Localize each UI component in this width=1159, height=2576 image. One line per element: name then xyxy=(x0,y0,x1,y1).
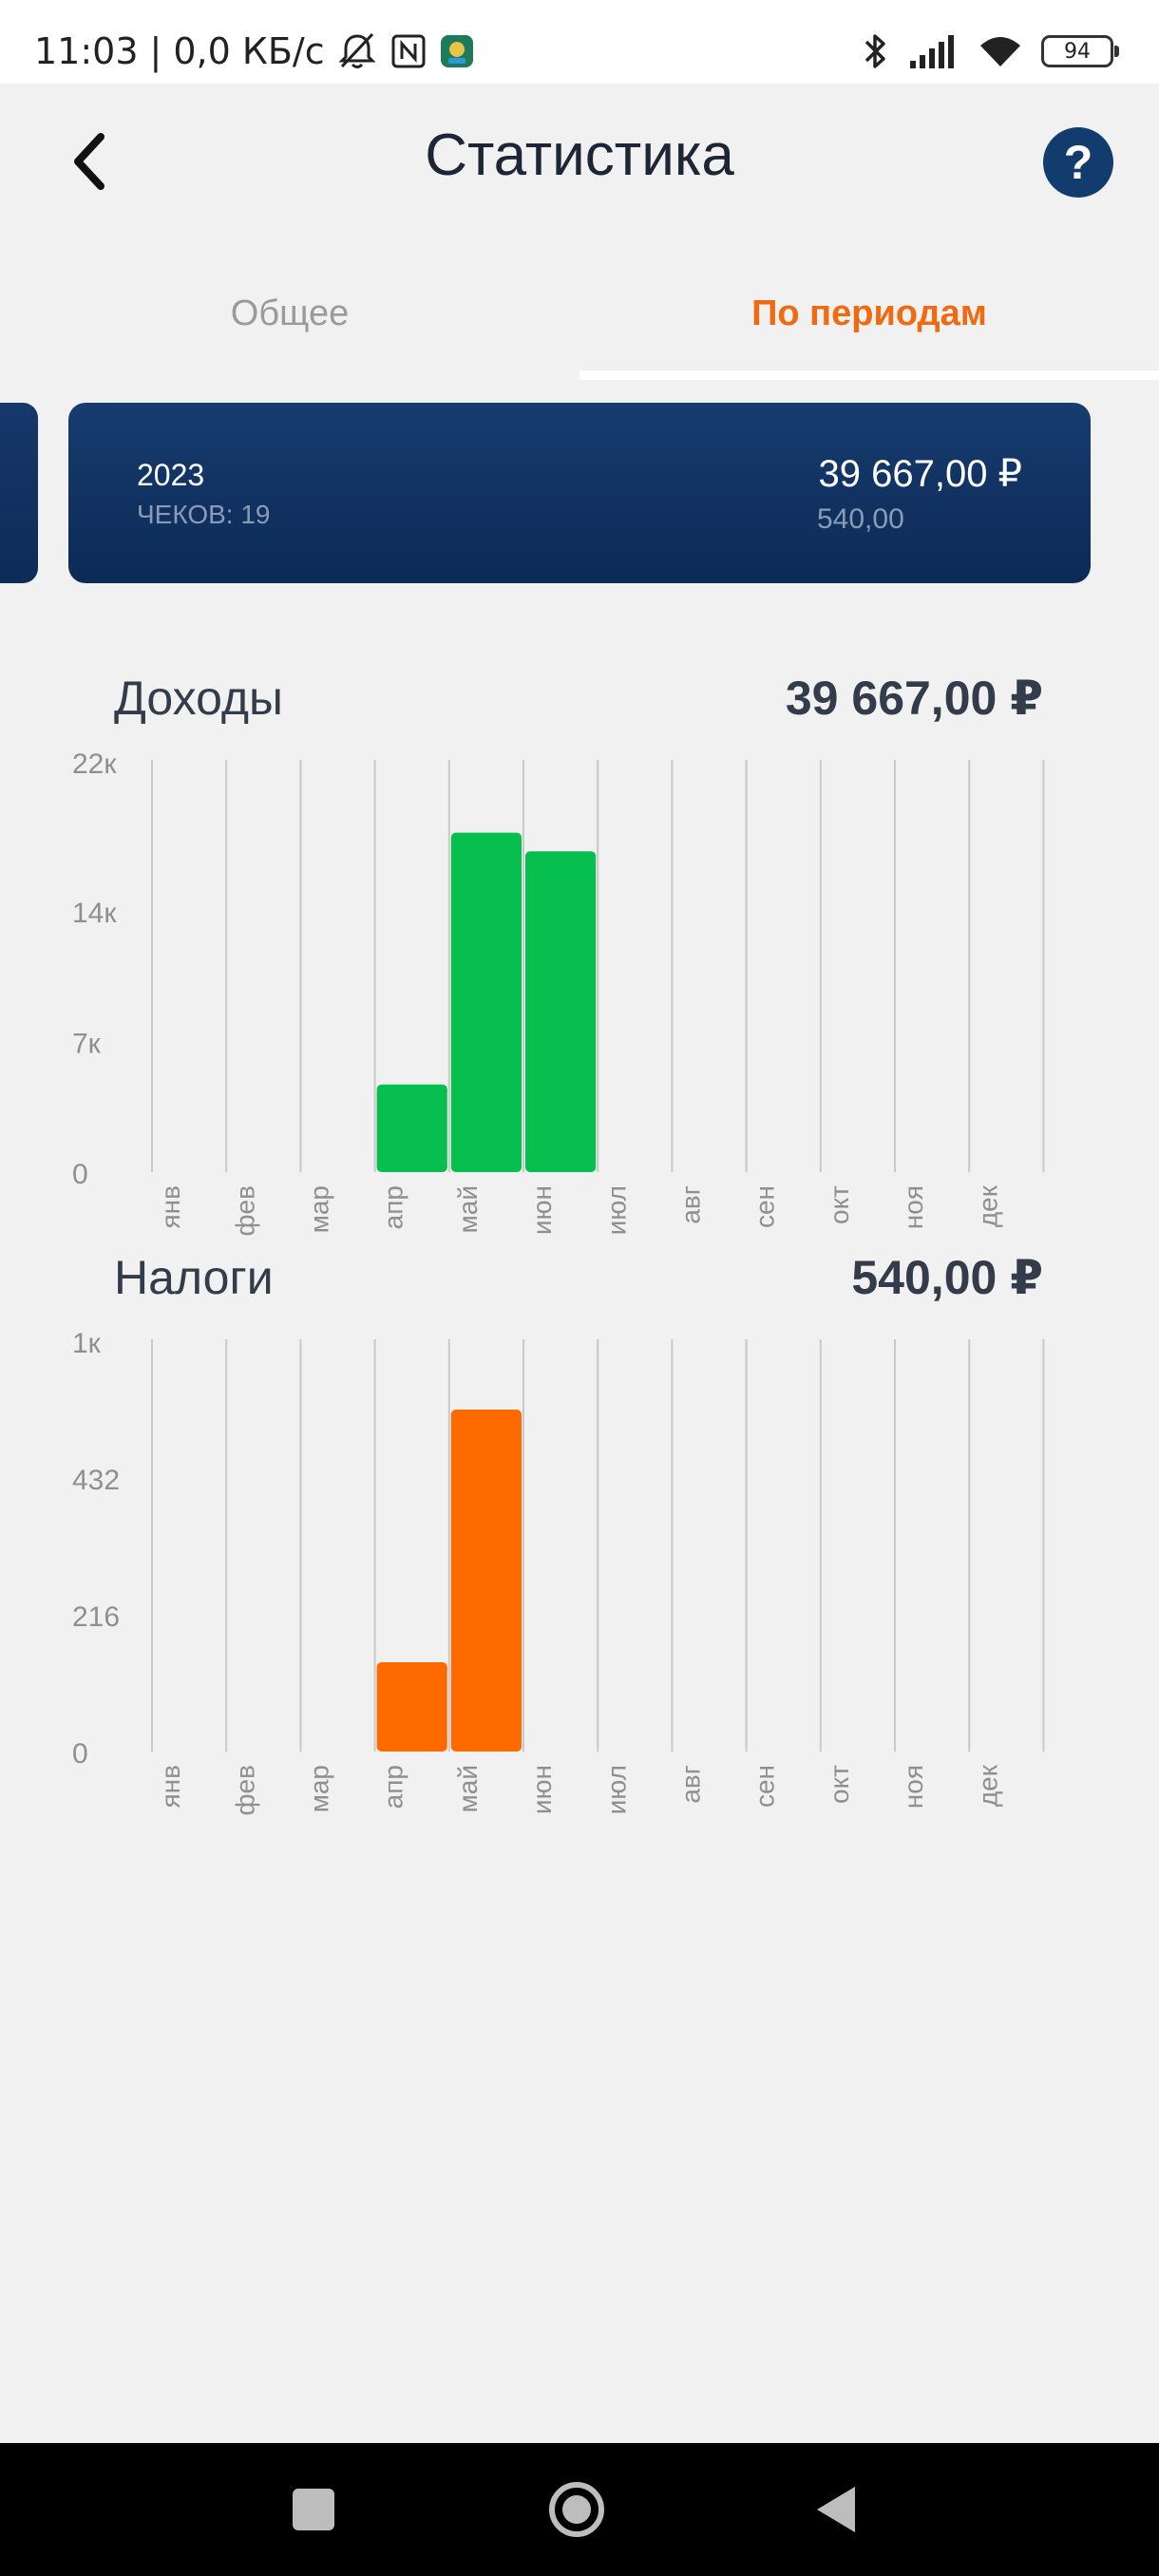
income-bar-апр xyxy=(376,1084,447,1172)
status-right: 94 xyxy=(861,25,1119,78)
nav-back-button[interactable] xyxy=(817,2487,855,2532)
wifi-icon xyxy=(980,37,1020,66)
income-x-label-дек: дек xyxy=(973,1184,1002,1227)
income-x-label-фев: фев xyxy=(230,1185,259,1236)
taxes-x-label-апр: апр xyxy=(379,1765,408,1809)
income-bar-май xyxy=(450,832,522,1172)
income-total: 39 667,00 ₽ xyxy=(785,672,1043,725)
taxes-x-label-май: май xyxy=(453,1765,483,1812)
taxes-y-tick-label: 432 xyxy=(72,1465,120,1496)
income-bar-июн xyxy=(525,851,597,1172)
income-x-label-авг: авг xyxy=(676,1185,706,1224)
help-icon: ? xyxy=(1063,136,1093,189)
income-x-label-апр: апр xyxy=(379,1185,408,1229)
tab-general[interactable]: Общее xyxy=(230,294,350,333)
taxes-y-tick-label: 216 xyxy=(72,1601,120,1633)
year-total-tax: 540,00 xyxy=(817,503,904,535)
taxes-y-tick-label: 1к xyxy=(72,1330,102,1359)
income-x-label-сен: сен xyxy=(750,1185,780,1228)
income-x-label-мар: мар xyxy=(305,1185,334,1233)
bluetooth-icon xyxy=(864,34,885,68)
page-title: Статистика xyxy=(425,123,734,188)
nfc-icon xyxy=(391,34,426,68)
income-y-tick-label: 7к xyxy=(72,1029,102,1060)
year-label: 2023 xyxy=(137,458,205,492)
year-total-income: 39 667,00 ₽ xyxy=(818,453,1022,495)
signal-icon xyxy=(910,35,954,68)
battery-level: 94 xyxy=(1064,39,1091,64)
status-separator: | xyxy=(149,30,162,72)
home-icon xyxy=(549,2482,604,2537)
taxes-bar-май xyxy=(450,1410,522,1752)
square-icon xyxy=(293,2489,334,2530)
network-speed: 0,0 КБ/с xyxy=(173,30,325,72)
income-chart: 0 7к 14к 22к янв фев мар апр май июн июл авг сен окт н… xyxy=(72,750,1045,1236)
navigation-bar xyxy=(0,2443,1159,2576)
year-card[interactable]: 2023 ЧЕКОВ: 19 39 667,00 ₽ 540,00 xyxy=(68,403,1091,583)
taxes-x-label-окт: окт xyxy=(825,1765,854,1804)
taxes-x-label-янв: янв xyxy=(156,1765,185,1809)
status-left: 11:03 | 0,0 КБ/с xyxy=(34,25,475,78)
taxes-total: 540,00 ₽ xyxy=(851,1251,1043,1304)
taxes-x-label-июл: июл xyxy=(601,1765,631,1814)
tab-bar: Общее По периодам xyxy=(0,247,1159,380)
tab-by-periods[interactable]: По периодам xyxy=(751,294,987,333)
taxes-title: Налоги xyxy=(114,1251,274,1304)
triangle-back-icon xyxy=(817,2487,855,2532)
taxes-y-tick-label: 0 xyxy=(72,1738,88,1770)
taxes-x-label-ноя: ноя xyxy=(899,1765,928,1809)
home-button[interactable] xyxy=(549,2482,604,2537)
income-y-tick-label: 22к xyxy=(72,750,117,780)
taxes-x-label-дек: дек xyxy=(973,1764,1002,1807)
help-button[interactable]: ? xyxy=(1043,127,1113,198)
alarm-muted-icon xyxy=(337,32,376,68)
taxes-x-label-июн: июн xyxy=(527,1765,557,1814)
app-notification-icon xyxy=(440,35,473,67)
taxes-bar-апр xyxy=(376,1662,447,1752)
taxes-x-label-авг: авг xyxy=(676,1765,706,1804)
taxes-x-label-сен: сен xyxy=(750,1765,780,1808)
checks-count: ЧЕКОВ: 19 xyxy=(137,500,271,529)
income-x-label-июл: июл xyxy=(601,1185,631,1235)
back-button[interactable] xyxy=(59,123,125,199)
battery-icon: 94 xyxy=(1041,35,1119,67)
taxes-x-label-мар: мар xyxy=(305,1765,334,1812)
chevron-left-icon xyxy=(74,133,104,190)
income-x-label-июн: июн xyxy=(527,1185,557,1235)
income-y-tick-label: 0 xyxy=(72,1159,88,1190)
income-x-label-окт: окт xyxy=(825,1185,854,1224)
income-x-label-янв: янв xyxy=(156,1185,185,1229)
recent-apps-button[interactable] xyxy=(293,2489,334,2530)
income-title: Доходы xyxy=(114,672,283,725)
income-y-tick-label: 14к xyxy=(72,898,117,929)
active-tab-indicator xyxy=(580,370,1159,380)
status-time: 11:03 xyxy=(34,30,139,72)
income-x-label-ноя: ноя xyxy=(899,1185,928,1229)
status-bar: 11:03 | 0,0 КБ/с xyxy=(0,0,1159,84)
home-icon-dot xyxy=(562,2495,591,2524)
taxes-x-label-фев: фев xyxy=(230,1765,259,1815)
income-x-label-май: май xyxy=(453,1185,483,1233)
previous-year-card[interactable] xyxy=(0,403,38,583)
taxes-chart: 0 216 432 1к янв фев мар апр май июн июл авг сен окт н… xyxy=(72,1330,1045,1815)
